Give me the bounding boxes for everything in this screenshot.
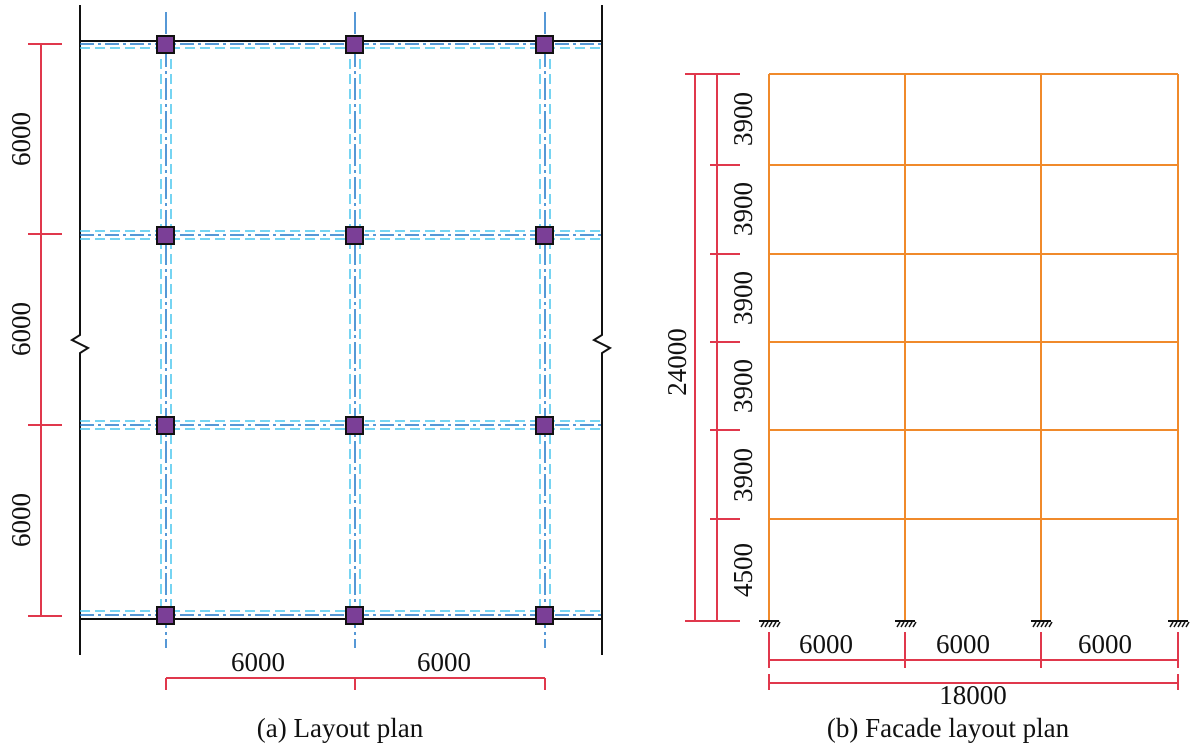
- plan-dim-h-1: 6000: [231, 647, 285, 677]
- bay-width-2: 6000: [936, 629, 990, 659]
- column: [535, 416, 554, 435]
- story-height-4: 3900: [728, 359, 758, 413]
- facade-total-width-dimension: [768, 674, 1179, 690]
- layout-plan: 6000 6000 6000 6000 6000 (a) Layout plan: [6, 5, 613, 743]
- facade-total-height: 24000: [662, 328, 692, 396]
- beam-col-1: [160, 12, 172, 648]
- plan-beams-horizontal: [80, 40, 602, 620]
- plan-dim-v-2: 6000: [6, 302, 36, 356]
- column: [156, 416, 175, 435]
- plan-dim-v-3: 6000: [6, 493, 36, 547]
- plan-boundary: [69, 5, 613, 655]
- facade-supports: [759, 620, 1190, 628]
- plan-horizontal-dimension: [165, 677, 546, 690]
- facade-total-width: 18000: [939, 680, 1007, 710]
- column: [535, 35, 554, 54]
- plan-columns: [156, 35, 554, 625]
- facade-total-height-dimension: [685, 73, 740, 622]
- bay-width-1: 6000: [799, 629, 853, 659]
- fixed-support-icon: [1031, 620, 1053, 628]
- fixed-support-icon: [759, 620, 781, 628]
- fixed-support-icon: [1168, 620, 1190, 628]
- column: [345, 606, 364, 625]
- column: [156, 226, 175, 245]
- plan-dim-h-2: 6000: [417, 647, 471, 677]
- beam-col-2: [349, 12, 361, 648]
- story-height-2: 3900: [728, 182, 758, 236]
- layout-plan-caption: (a) Layout plan: [257, 713, 424, 743]
- story-height-1: 3900: [728, 92, 758, 146]
- story-height-5: 3900: [728, 448, 758, 502]
- column: [345, 416, 364, 435]
- left-boundary-line: [69, 5, 91, 655]
- bay-width-3: 6000: [1078, 629, 1132, 659]
- column: [156, 35, 175, 54]
- column: [535, 606, 554, 625]
- plan-dim-v-1: 6000: [6, 112, 36, 166]
- facade-story-dimension: [710, 74, 740, 621]
- story-height-3: 3900: [728, 271, 758, 325]
- beam-col-3: [539, 12, 551, 648]
- column: [535, 226, 554, 245]
- facade-bay-dimension: [768, 632, 1179, 668]
- column: [345, 226, 364, 245]
- fixed-support-icon: [895, 620, 917, 628]
- facade-plan: 24000 3900 3900 3900 3900 3900 4500 6000…: [662, 73, 1190, 743]
- story-height-6: 4500: [728, 543, 758, 597]
- column: [156, 606, 175, 625]
- plan-beams-vertical: [160, 12, 551, 648]
- column: [345, 35, 364, 54]
- plan-vertical-dimension: [28, 43, 62, 617]
- right-boundary-line: [591, 5, 613, 655]
- facade-plan-caption: (b) Facade layout plan: [827, 713, 1070, 743]
- facade-frame: [768, 73, 1179, 621]
